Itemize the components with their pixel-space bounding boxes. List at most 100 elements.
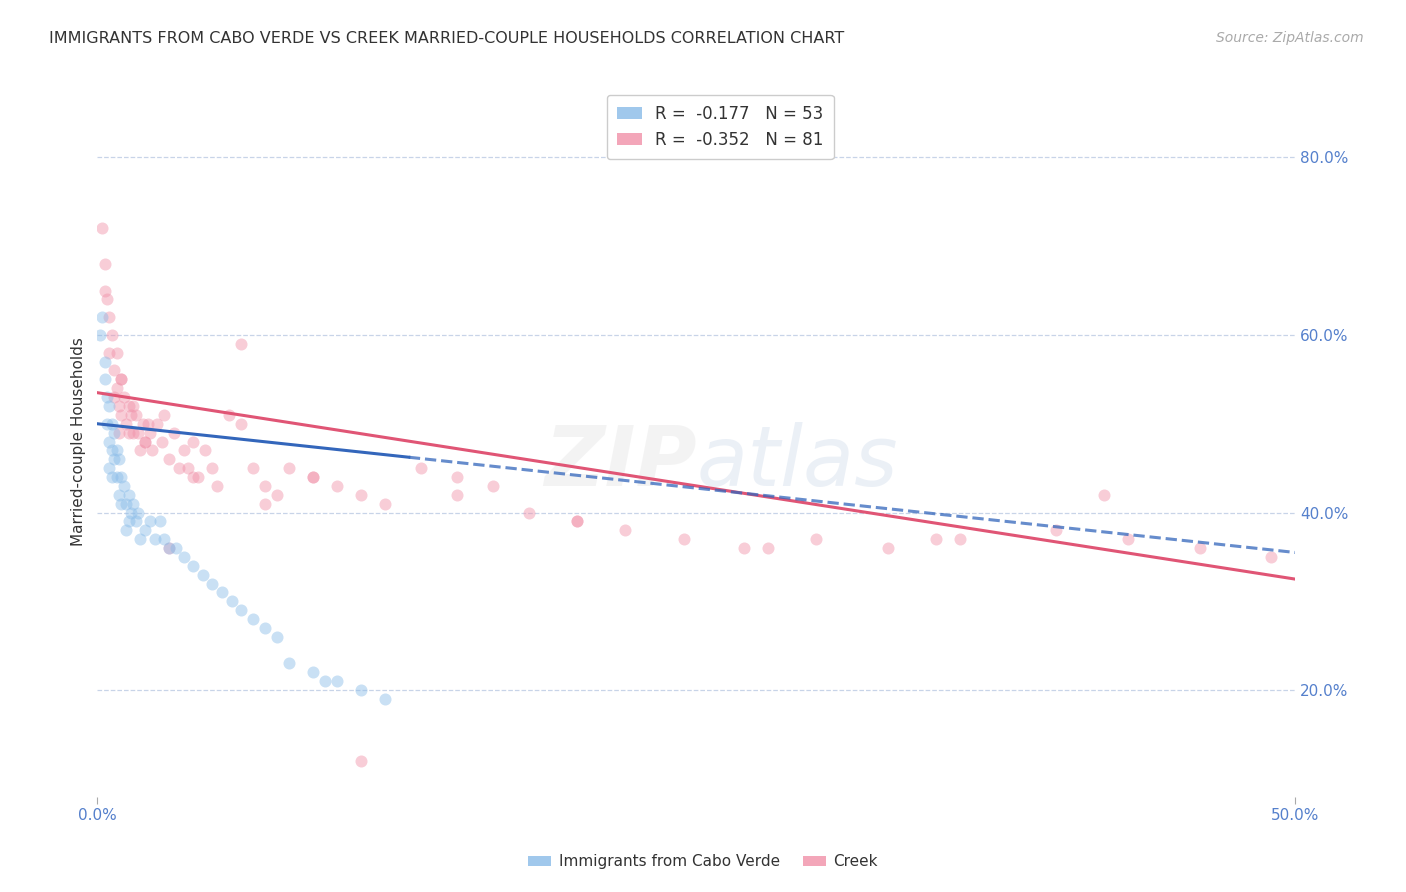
Point — [105, 381, 128, 395]
Point — [98, 310, 121, 325]
Point — [613, 524, 636, 538]
Point — [673, 532, 696, 546]
Point — [96, 293, 118, 307]
Point — [134, 434, 156, 449]
Point — [122, 399, 145, 413]
Point — [98, 345, 121, 359]
Point — [122, 425, 145, 440]
Point — [1188, 541, 1211, 555]
Point — [191, 567, 214, 582]
Point — [165, 541, 187, 555]
Point — [205, 479, 228, 493]
Point — [110, 408, 132, 422]
Point — [98, 399, 121, 413]
Point — [201, 576, 224, 591]
Point — [201, 461, 224, 475]
Point — [194, 443, 217, 458]
Point — [143, 532, 166, 546]
Point — [93, 372, 115, 386]
Point — [177, 461, 200, 475]
Point — [1116, 532, 1139, 546]
Point — [266, 488, 288, 502]
Point — [146, 417, 169, 431]
Point — [187, 470, 209, 484]
Point — [122, 497, 145, 511]
Point — [756, 541, 779, 555]
Point — [93, 257, 115, 271]
Point — [91, 310, 114, 325]
Point — [221, 594, 243, 608]
Point — [91, 221, 114, 235]
Point — [167, 461, 190, 475]
Point — [105, 443, 128, 458]
Point — [136, 417, 159, 431]
Point — [181, 470, 204, 484]
Point — [278, 657, 301, 671]
Point — [115, 497, 138, 511]
Point — [218, 408, 240, 422]
Text: Source: ZipAtlas.com: Source: ZipAtlas.com — [1216, 31, 1364, 45]
Point — [110, 497, 132, 511]
Point — [117, 515, 139, 529]
Y-axis label: Married-couple Households: Married-couple Households — [72, 337, 86, 546]
Point — [89, 328, 111, 343]
Point — [229, 603, 252, 617]
Point — [149, 515, 172, 529]
Point — [93, 284, 115, 298]
Point — [173, 443, 195, 458]
Point — [163, 425, 186, 440]
Point — [1045, 524, 1067, 538]
Point — [229, 417, 252, 431]
Point — [446, 488, 468, 502]
Point — [103, 452, 125, 467]
Point — [409, 461, 432, 475]
Point — [125, 515, 148, 529]
Point — [173, 549, 195, 564]
Point — [153, 532, 176, 546]
Point — [806, 532, 828, 546]
Point — [100, 328, 122, 343]
Point — [925, 532, 948, 546]
Point — [117, 488, 139, 502]
Point — [129, 443, 152, 458]
Point — [112, 479, 135, 493]
Point — [157, 541, 180, 555]
Point — [517, 506, 540, 520]
Point — [120, 506, 142, 520]
Point — [110, 372, 132, 386]
Point — [302, 470, 325, 484]
Point — [150, 434, 173, 449]
Point — [350, 754, 373, 768]
Point — [1260, 549, 1282, 564]
Text: atlas: atlas — [696, 422, 898, 503]
Point — [127, 425, 149, 440]
Point — [254, 621, 277, 635]
Point — [949, 532, 972, 546]
Point — [98, 434, 121, 449]
Point — [117, 425, 139, 440]
Point — [139, 425, 162, 440]
Point — [129, 532, 152, 546]
Point — [254, 497, 277, 511]
Point — [98, 461, 121, 475]
Point — [96, 417, 118, 431]
Text: IMMIGRANTS FROM CABO VERDE VS CREEK MARRIED-COUPLE HOUSEHOLDS CORRELATION CHART: IMMIGRANTS FROM CABO VERDE VS CREEK MARR… — [49, 31, 845, 46]
Point — [108, 399, 131, 413]
Point — [103, 390, 125, 404]
Point — [117, 399, 139, 413]
Point — [278, 461, 301, 475]
Point — [157, 452, 180, 467]
Point — [302, 470, 325, 484]
Point — [242, 612, 264, 626]
Point — [229, 336, 252, 351]
Legend: Immigrants from Cabo Verde, Creek: Immigrants from Cabo Verde, Creek — [522, 848, 884, 875]
Point — [125, 408, 148, 422]
Point — [110, 372, 132, 386]
Point — [108, 488, 131, 502]
Point — [181, 558, 204, 573]
Point — [100, 443, 122, 458]
Point — [153, 408, 176, 422]
Point — [481, 479, 503, 493]
Text: ZIP: ZIP — [544, 422, 696, 503]
Point — [565, 515, 588, 529]
